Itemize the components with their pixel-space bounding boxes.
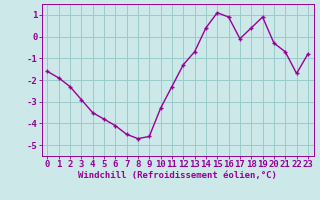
X-axis label: Windchill (Refroidissement éolien,°C): Windchill (Refroidissement éolien,°C) — [78, 171, 277, 180]
